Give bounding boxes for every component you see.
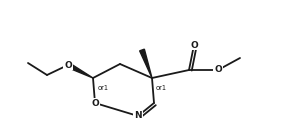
Text: O: O	[91, 99, 99, 108]
Text: O: O	[190, 40, 198, 50]
Text: N: N	[134, 112, 142, 120]
Text: O: O	[64, 60, 72, 70]
Text: or1: or1	[98, 85, 109, 91]
Polygon shape	[67, 63, 93, 78]
Text: or1: or1	[156, 85, 167, 91]
Polygon shape	[140, 49, 152, 78]
Text: O: O	[214, 66, 222, 75]
